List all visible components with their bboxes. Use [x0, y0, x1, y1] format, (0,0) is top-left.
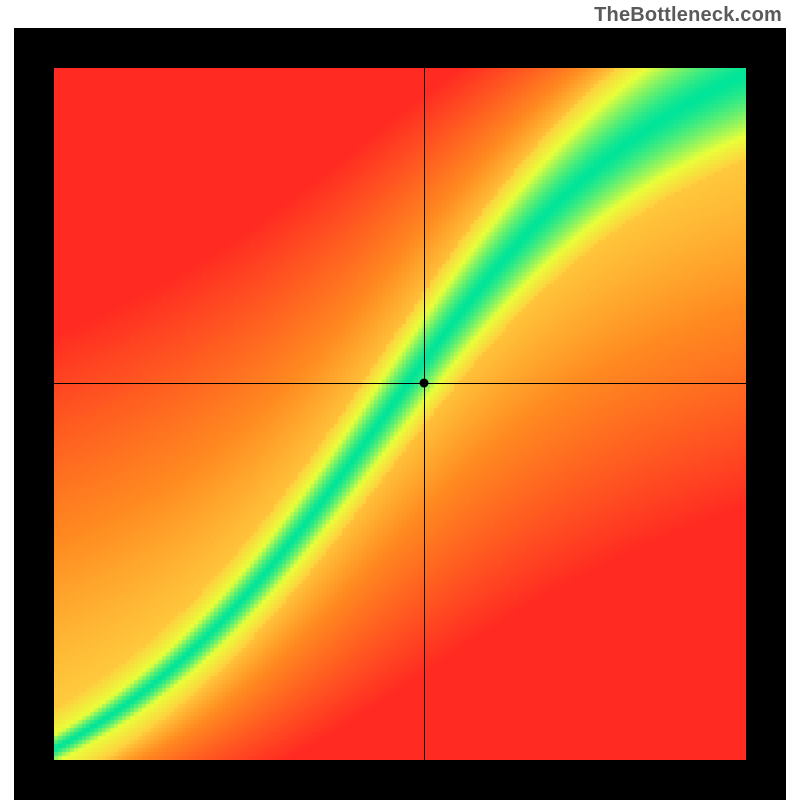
- watermark-text: TheBottleneck.com: [594, 4, 782, 27]
- crosshair-vertical: [424, 68, 425, 760]
- crosshair-marker-dot: [420, 379, 429, 388]
- heatmap-plot-area: [54, 68, 746, 760]
- page-container: TheBottleneck.com: [0, 0, 800, 800]
- heatmap-canvas: [54, 68, 746, 760]
- chart-black-frame: [14, 28, 786, 800]
- crosshair-horizontal: [54, 383, 746, 384]
